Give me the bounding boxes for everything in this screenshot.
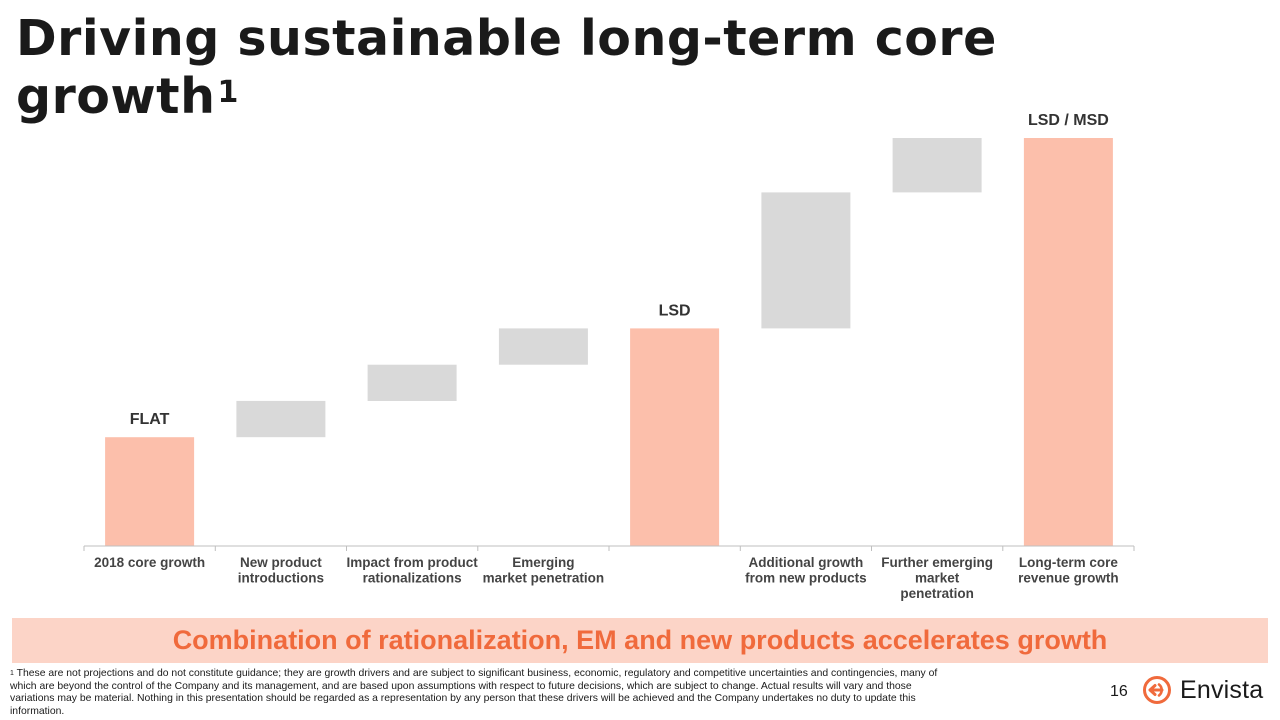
- envista-logo-icon: [1143, 676, 1171, 704]
- increment-bar: [236, 400, 326, 438]
- x-tick-label-line: Impact from product: [346, 555, 478, 570]
- x-tick-label: Further emerging market penetration: [881, 555, 993, 601]
- x-tick-label-line: Long-term core: [1019, 555, 1119, 570]
- x-tick-label-line: market penetration: [483, 571, 605, 586]
- bar-value-label: LSD / MSD: [1028, 112, 1109, 129]
- title-footnote-marker: 1: [217, 75, 239, 110]
- page-title: Driving sustainable long-term core growt…: [16, 10, 1096, 126]
- footnote-text: These are not projections and do not con…: [10, 668, 938, 717]
- x-tick-label-line: New product: [240, 555, 322, 570]
- x-tick-label-line: introductions: [238, 571, 324, 586]
- logo-text: Envista: [1180, 675, 1264, 704]
- x-tick-label-line: Additional growth: [749, 555, 864, 570]
- bar-value-label: FLAT: [130, 411, 170, 428]
- x-tick-label: Emerging market penetration: [483, 555, 605, 586]
- x-tick-label: 2018 core growth: [94, 555, 205, 570]
- x-tick-label: Impact from product rationalizations: [346, 555, 478, 586]
- x-tick-label-line: rationalizations: [363, 571, 462, 586]
- increment-bar: [761, 192, 851, 329]
- x-tick-label-line: Emerging: [512, 555, 574, 570]
- total-bar: [105, 437, 195, 546]
- envista-logo: Envista: [1142, 675, 1263, 705]
- x-tick-label-line: revenue growth: [1018, 571, 1119, 586]
- x-tick-label: Additional growth from new products: [745, 555, 867, 586]
- x-tick-label-line: penetration: [900, 586, 974, 601]
- increment-bar: [892, 138, 982, 193]
- x-tick-label: New product introductions: [238, 555, 324, 586]
- x-tick-label-line: market: [915, 571, 960, 586]
- waterfall-chart: FLAT LSD LSD / MSD 2018 core growth New prod…: [83, 112, 1135, 601]
- page-title-text: Driving sustainable long-term core growt…: [16, 10, 997, 125]
- bar-value-label: LSD: [659, 302, 691, 319]
- footnote-marker: 1: [10, 670, 14, 677]
- page-number: 16: [1110, 683, 1128, 700]
- increment-bar: [367, 364, 457, 401]
- x-tick-label-line: 2018 core growth: [94, 555, 205, 570]
- x-tick-label-line: from new products: [745, 571, 867, 586]
- banner-text: Combination of rationalization, EM and n…: [172, 625, 1108, 655]
- x-tick-label: Long-term core revenue growth: [1018, 555, 1119, 586]
- total-bar: [630, 328, 720, 546]
- total-bar: [1023, 138, 1113, 546]
- key-message-banner: Combination of rationalization, EM and n…: [12, 618, 1268, 663]
- x-tick-label-line: Further emerging: [881, 555, 993, 570]
- increment-bar: [498, 328, 588, 365]
- footnote: 1 These are not projections and do not c…: [10, 668, 950, 718]
